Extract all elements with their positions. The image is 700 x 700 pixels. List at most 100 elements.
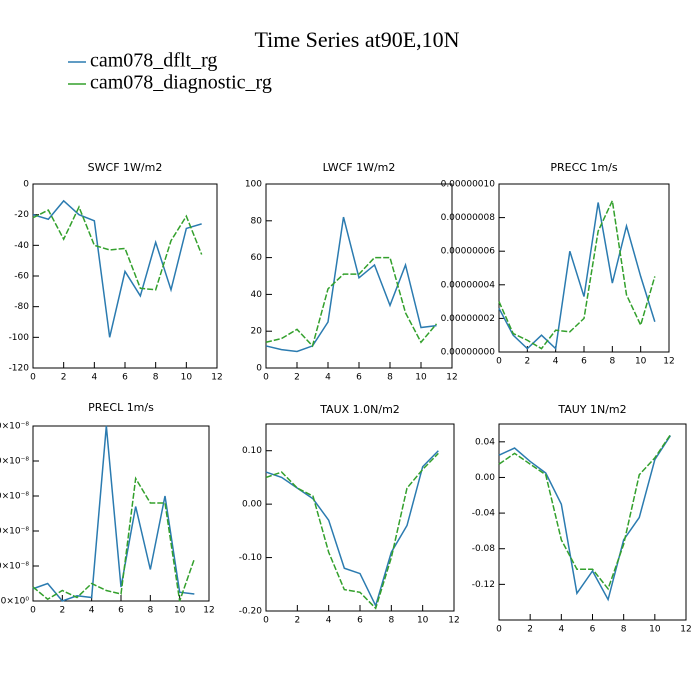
plot-frame <box>32 183 218 369</box>
series-line <box>32 199 202 338</box>
x-tick-label: 8 <box>609 357 615 367</box>
legend-label: cam078_diagnostic_rg <box>90 72 272 94</box>
x-tick-label: 4 <box>326 616 332 626</box>
y-tick-label: 0.00 <box>242 500 262 510</box>
x-tick-label: 4 <box>553 357 559 367</box>
y-tick-label: -60 <box>14 272 29 282</box>
x-tick-label: 12 <box>680 625 691 635</box>
y-tick-label: 20 <box>251 327 263 337</box>
y-tick-label: 80 <box>251 216 263 226</box>
panel-title: TAUY 1N/m2 <box>557 403 626 416</box>
y-tick-label: 0 <box>23 180 29 190</box>
y-tick-label: 40 <box>251 290 263 300</box>
x-tick-label: 4 <box>91 373 97 383</box>
y-tick-label: 0.00000008 <box>441 213 496 223</box>
y-tick-label: -120 <box>9 364 30 374</box>
x-tick-label: 10 <box>181 373 193 383</box>
x-tick-label: 12 <box>203 606 214 616</box>
y-tick-label: 0.00000002 <box>441 314 495 324</box>
plot-frame <box>498 183 670 353</box>
series-line <box>498 435 672 602</box>
panel-title: PRECL 1m/s <box>88 401 154 414</box>
x-tick-label: 12 <box>211 373 222 383</box>
y-tick-label: -0.08 <box>472 544 496 554</box>
x-tick-label: 8 <box>147 606 153 616</box>
plot-frame <box>32 425 210 602</box>
x-tick-label: 2 <box>61 373 67 383</box>
series-line <box>32 425 195 602</box>
page-title: Time Series at90E,10N <box>254 27 459 52</box>
x-tick-label: 0 <box>496 357 502 367</box>
x-tick-label: 2 <box>524 357 530 367</box>
y-tick-label: 0.0×10⁰ <box>0 597 29 607</box>
series-line <box>265 216 437 353</box>
series-line <box>498 434 672 591</box>
legend-label: cam078_dflt_rg <box>90 50 217 72</box>
y-tick-label: 0.00000004 <box>441 280 496 290</box>
y-tick-label: -80 <box>14 302 29 312</box>
x-tick-label: 0 <box>30 606 36 616</box>
y-tick-label: 0.00 <box>475 473 495 483</box>
x-tick-label: 4 <box>89 606 95 616</box>
x-tick-label: 2 <box>294 616 300 626</box>
x-tick-label: 4 <box>325 373 331 383</box>
x-tick-label: 6 <box>357 616 363 626</box>
x-tick-label: 12 <box>448 616 459 626</box>
y-tick-label: 3.0×10⁻⁸ <box>0 492 29 502</box>
series-line <box>265 452 439 610</box>
x-tick-label: 10 <box>415 373 427 383</box>
x-tick-label: 8 <box>387 373 393 383</box>
y-tick-label: 1.0×10⁻⁸ <box>0 562 29 572</box>
x-tick-label: 6 <box>590 625 596 635</box>
x-tick-label: 10 <box>649 625 661 635</box>
x-tick-label: 0 <box>30 373 36 383</box>
y-tick-label: 4.0×10⁻⁸ <box>0 457 29 467</box>
y-tick-label: 0.00000006 <box>441 247 496 257</box>
y-tick-label: 2.0×10⁻⁸ <box>0 527 29 537</box>
x-tick-label: 0 <box>496 625 502 635</box>
plot-frame <box>265 423 455 612</box>
x-tick-label: 10 <box>417 616 429 626</box>
x-tick-label: 10 <box>174 606 186 616</box>
y-tick-label: 0.04 <box>475 437 495 447</box>
y-tick-label: 60 <box>251 253 263 263</box>
panel-title: SWCF 1W/m2 <box>88 161 163 174</box>
x-tick-label: 4 <box>558 625 564 635</box>
y-tick-label: 0 <box>256 364 262 374</box>
x-tick-label: 6 <box>356 373 362 383</box>
y-tick-label: 5.0×10⁻⁸ <box>0 422 29 432</box>
y-tick-label: -0.12 <box>472 580 495 590</box>
x-tick-label: 8 <box>153 373 159 383</box>
x-tick-label: 8 <box>621 625 627 635</box>
x-tick-label: 0 <box>263 373 269 383</box>
x-tick-label: 2 <box>294 373 300 383</box>
y-tick-label: -40 <box>14 241 29 251</box>
x-tick-label: 6 <box>118 606 124 616</box>
series-line <box>32 205 203 291</box>
x-tick-label: 8 <box>388 616 394 626</box>
panel-title: TAUX 1.0N/m2 <box>319 403 400 416</box>
y-tick-label: 0.00000000 <box>441 348 496 358</box>
x-tick-label: 12 <box>446 373 457 383</box>
panel-title: PRECC 1m/s <box>550 161 618 174</box>
series-line <box>32 476 196 602</box>
panel-title: LWCF 1W/m2 <box>323 161 396 174</box>
x-tick-label: 0 <box>263 616 269 626</box>
x-tick-label: 12 <box>663 357 674 367</box>
x-tick-label: 6 <box>122 373 128 383</box>
x-tick-label: 2 <box>59 606 65 616</box>
y-tick-label: -0.20 <box>239 607 263 617</box>
y-tick-label: -0.10 <box>239 553 263 563</box>
y-tick-label: 0.00000010 <box>441 180 496 190</box>
y-tick-label: 100 <box>245 180 262 190</box>
x-tick-label: 10 <box>635 357 647 367</box>
x-tick-label: 6 <box>581 357 587 367</box>
y-tick-label: -0.04 <box>472 509 496 519</box>
y-tick-label: 0.10 <box>242 446 262 456</box>
series-line <box>498 198 656 350</box>
y-tick-label: -100 <box>9 333 30 343</box>
y-tick-label: -20 <box>14 210 29 220</box>
series-line <box>265 256 438 348</box>
series-line <box>498 202 656 351</box>
